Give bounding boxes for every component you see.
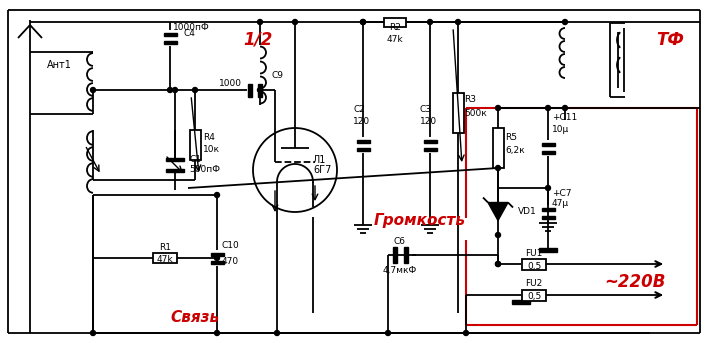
- Text: 1/2: 1/2: [244, 31, 273, 49]
- Polygon shape: [539, 248, 557, 252]
- Circle shape: [361, 20, 366, 24]
- Bar: [153, 253, 177, 263]
- Text: 6Г7: 6Г7: [313, 165, 332, 175]
- Text: VD1: VD1: [518, 207, 537, 216]
- Polygon shape: [542, 142, 555, 145]
- Text: 470: 470: [222, 258, 239, 267]
- Text: 47k: 47k: [157, 255, 173, 263]
- Circle shape: [545, 186, 550, 190]
- Circle shape: [192, 87, 197, 93]
- Bar: [190, 130, 200, 160]
- Polygon shape: [542, 215, 555, 218]
- Text: 4,7мкФ: 4,7мкФ: [383, 265, 417, 274]
- Polygon shape: [166, 158, 184, 161]
- Circle shape: [562, 20, 567, 24]
- Text: C3: C3: [420, 106, 432, 115]
- Text: R4: R4: [203, 132, 215, 142]
- Circle shape: [562, 106, 567, 110]
- Text: R2: R2: [389, 24, 401, 33]
- Circle shape: [496, 261, 501, 267]
- Text: 0,5: 0,5: [527, 262, 541, 272]
- Circle shape: [214, 256, 219, 260]
- Text: ТФ: ТФ: [656, 31, 684, 49]
- Text: ~220В: ~220В: [604, 273, 666, 291]
- Polygon shape: [393, 247, 396, 263]
- Text: C9: C9: [271, 71, 283, 80]
- Circle shape: [90, 331, 96, 335]
- Circle shape: [173, 87, 178, 93]
- Circle shape: [496, 233, 501, 237]
- Bar: [384, 17, 406, 26]
- Text: C4: C4: [184, 28, 196, 37]
- Circle shape: [275, 331, 280, 335]
- Circle shape: [361, 20, 366, 24]
- Polygon shape: [166, 169, 184, 172]
- Polygon shape: [356, 147, 369, 151]
- Text: 1000пФ: 1000пФ: [173, 24, 209, 33]
- Polygon shape: [542, 151, 555, 154]
- Circle shape: [496, 106, 501, 110]
- Circle shape: [464, 331, 469, 335]
- Polygon shape: [163, 40, 177, 44]
- Text: 47k: 47k: [387, 35, 403, 44]
- Polygon shape: [210, 260, 224, 263]
- Text: +C7: +C7: [552, 189, 572, 198]
- Circle shape: [168, 87, 173, 93]
- Text: C6: C6: [394, 237, 406, 247]
- Polygon shape: [356, 140, 369, 142]
- Text: 0,5: 0,5: [527, 293, 541, 301]
- Polygon shape: [423, 140, 437, 142]
- Bar: [493, 128, 503, 168]
- Polygon shape: [248, 83, 252, 96]
- Text: 10к: 10к: [203, 144, 220, 154]
- Polygon shape: [423, 147, 437, 151]
- Circle shape: [214, 331, 219, 335]
- Text: 120: 120: [353, 118, 370, 127]
- Text: FU1: FU1: [525, 248, 542, 258]
- Text: 6,2к: 6,2к: [505, 145, 525, 154]
- Circle shape: [427, 20, 432, 24]
- Text: R1: R1: [159, 243, 171, 251]
- Circle shape: [258, 20, 263, 24]
- Circle shape: [496, 261, 501, 267]
- Text: R3: R3: [464, 95, 476, 105]
- Circle shape: [386, 331, 391, 335]
- Text: C2: C2: [353, 106, 365, 115]
- Text: Л1: Л1: [313, 155, 327, 165]
- Text: 120: 120: [420, 118, 437, 127]
- Text: Ант1: Ант1: [47, 60, 72, 70]
- Text: C1: C1: [189, 155, 201, 165]
- Circle shape: [214, 192, 219, 198]
- Text: +C11: +C11: [552, 114, 577, 122]
- Bar: [452, 93, 464, 133]
- Circle shape: [293, 20, 297, 24]
- Text: FU2: FU2: [525, 280, 542, 288]
- Text: Связь: Связь: [170, 309, 219, 324]
- Polygon shape: [403, 247, 408, 263]
- Text: Громкость: Громкость: [374, 213, 466, 227]
- Polygon shape: [163, 33, 177, 35]
- Circle shape: [496, 166, 501, 170]
- Text: 1000: 1000: [219, 80, 241, 88]
- Circle shape: [545, 106, 550, 110]
- Text: 10μ: 10μ: [552, 126, 569, 134]
- Polygon shape: [512, 300, 530, 304]
- Polygon shape: [258, 83, 262, 96]
- Circle shape: [90, 87, 96, 93]
- Bar: [522, 259, 546, 270]
- Polygon shape: [488, 202, 508, 221]
- Polygon shape: [542, 208, 555, 211]
- Circle shape: [456, 20, 461, 24]
- Text: R5: R5: [505, 133, 517, 142]
- Circle shape: [258, 87, 263, 93]
- Text: 47μ: 47μ: [552, 200, 569, 209]
- Text: 500к: 500к: [464, 108, 487, 118]
- Polygon shape: [210, 252, 224, 256]
- Text: C10: C10: [222, 240, 240, 249]
- Text: 500пФ: 500пФ: [189, 166, 220, 175]
- Bar: [522, 289, 546, 300]
